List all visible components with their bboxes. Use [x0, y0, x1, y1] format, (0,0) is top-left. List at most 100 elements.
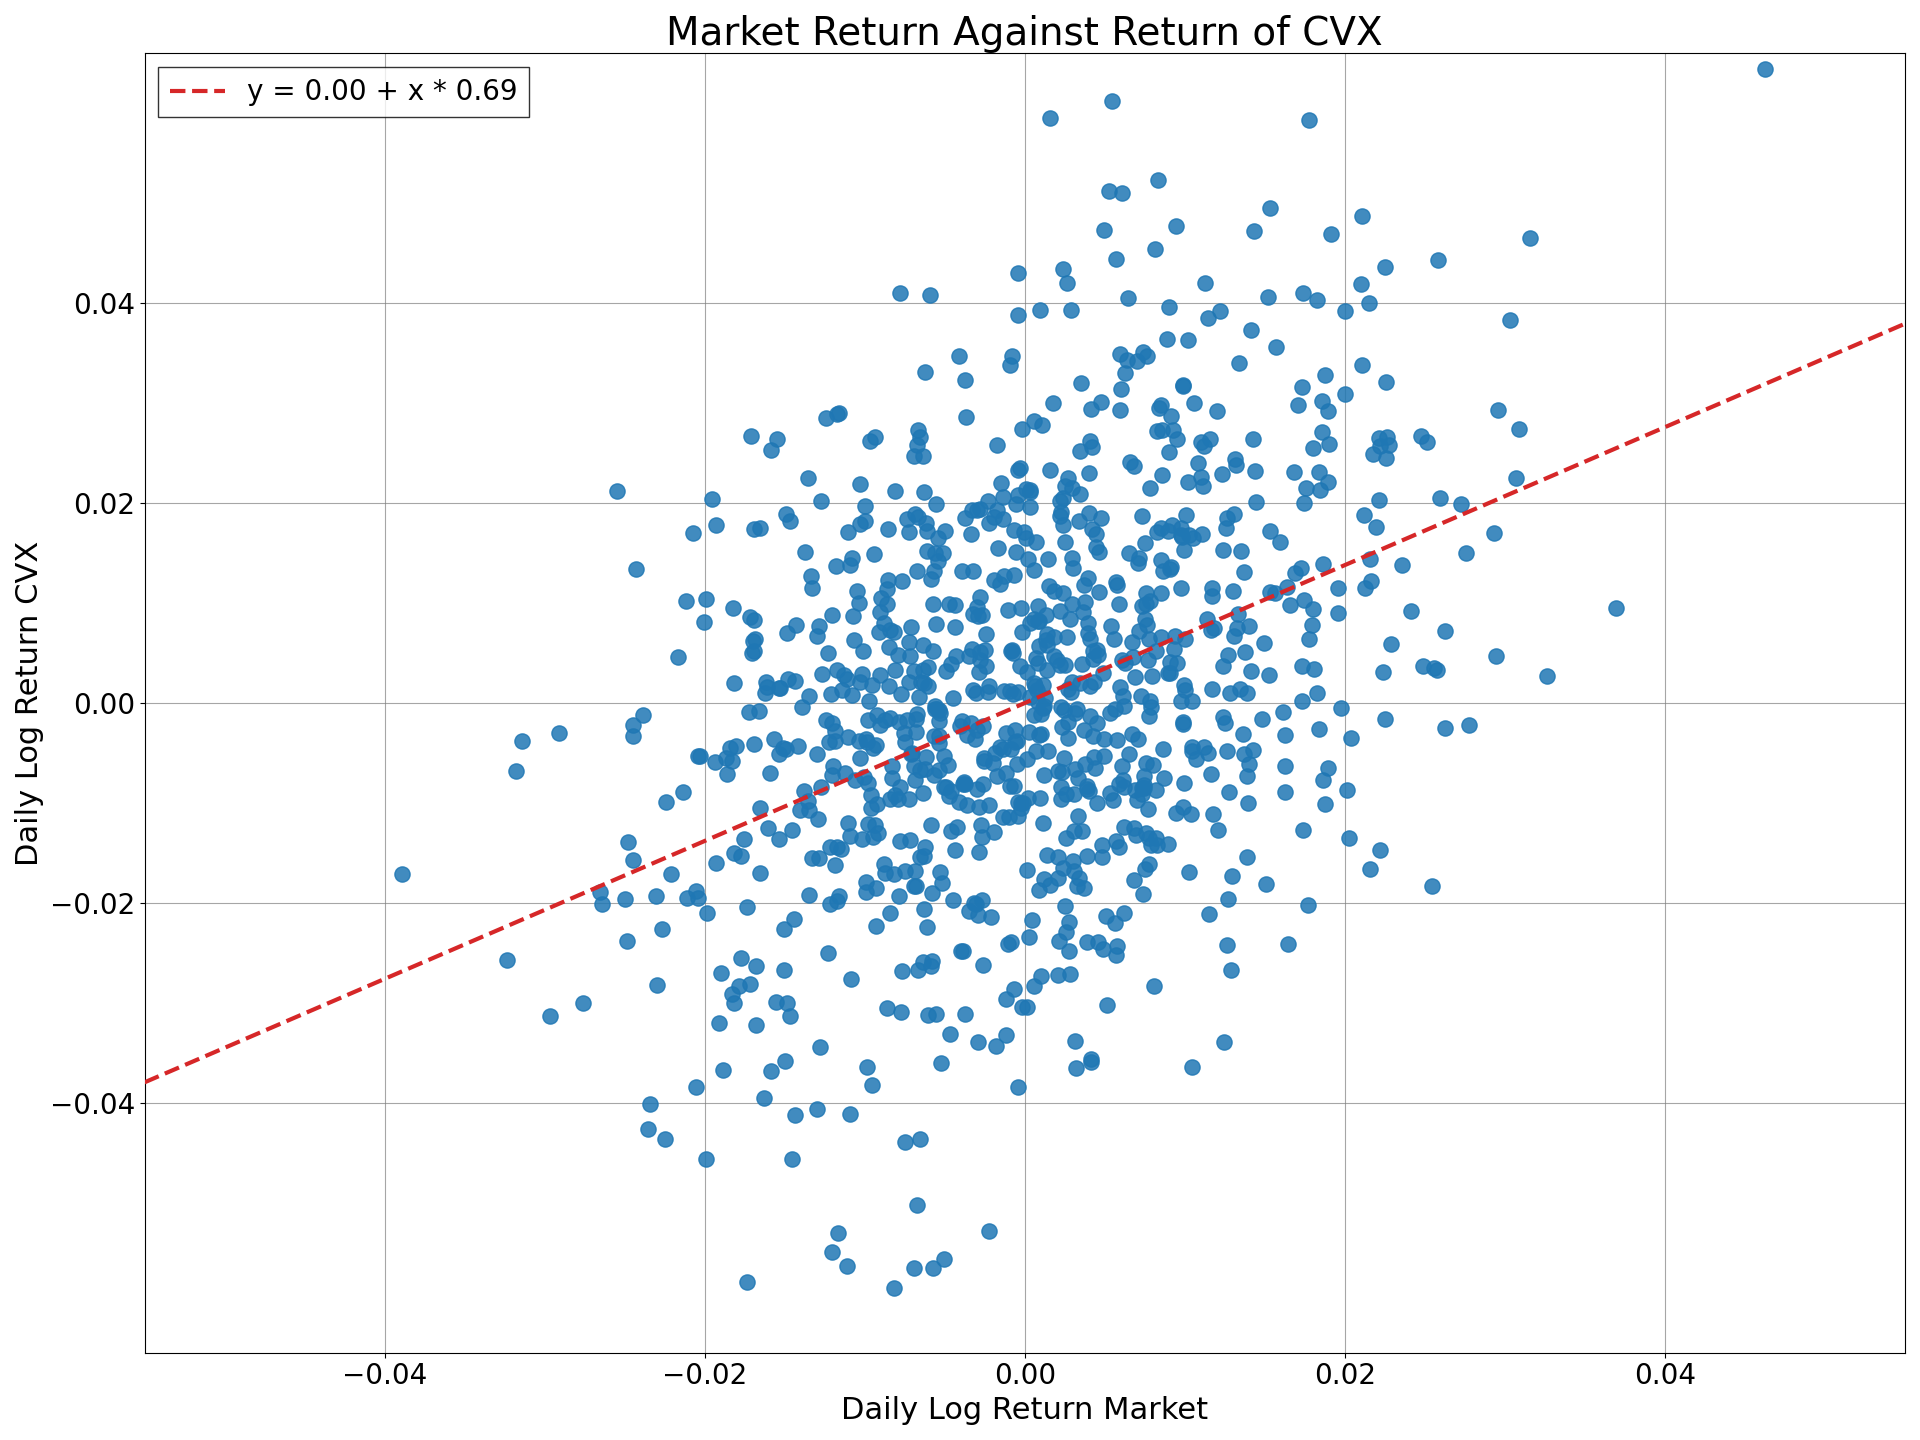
Point: [1162, 652, 1192, 675]
Point: [1419, 657, 1450, 680]
Point: [1119, 824, 1150, 847]
Point: [887, 570, 918, 593]
Point: [682, 880, 712, 903]
Point: [1371, 425, 1402, 448]
Point: [1173, 471, 1204, 494]
Point: [1202, 819, 1233, 842]
Point: [899, 876, 929, 899]
Point: [1210, 711, 1240, 734]
Point: [852, 708, 883, 732]
Point: [1062, 698, 1092, 721]
Point: [996, 639, 1027, 662]
Point: [1071, 930, 1102, 953]
Point: [1749, 58, 1780, 81]
Point: [1027, 413, 1058, 436]
Point: [887, 959, 918, 982]
Point: [634, 1093, 664, 1116]
Point: [900, 703, 931, 726]
Point: [1286, 282, 1317, 305]
Point: [950, 505, 981, 528]
Point: [743, 700, 774, 723]
Point: [1425, 487, 1455, 510]
Point: [793, 684, 824, 707]
Point: [870, 708, 900, 732]
Point: [1204, 300, 1235, 323]
Point: [841, 580, 872, 603]
Point: [758, 727, 789, 750]
Point: [1283, 395, 1313, 418]
Point: [778, 818, 808, 841]
Point: [1260, 336, 1290, 359]
Point: [996, 344, 1027, 367]
Point: [1016, 909, 1046, 932]
Point: [851, 730, 881, 753]
Point: [804, 847, 835, 870]
Point: [764, 677, 795, 700]
Point: [1027, 811, 1058, 834]
Point: [1233, 792, 1263, 815]
Point: [960, 727, 991, 750]
Point: [1004, 456, 1035, 480]
Point: [1018, 608, 1048, 631]
Point: [1430, 619, 1461, 642]
Point: [1002, 482, 1033, 505]
Point: [889, 721, 920, 744]
Point: [1100, 697, 1131, 720]
Point: [1058, 556, 1089, 579]
Point: [856, 796, 887, 819]
Point: [1104, 675, 1135, 698]
Point: [1167, 710, 1198, 733]
Point: [737, 732, 768, 755]
Point: [1146, 625, 1177, 648]
Point: [822, 1223, 852, 1246]
Point: [822, 554, 852, 577]
Point: [1235, 615, 1265, 638]
Point: [806, 775, 837, 798]
Point: [1058, 782, 1089, 805]
Point: [1194, 428, 1225, 451]
Point: [1027, 697, 1058, 720]
Point: [908, 844, 939, 867]
Point: [1087, 834, 1117, 857]
Point: [1133, 798, 1164, 821]
Point: [820, 730, 851, 753]
Point: [952, 723, 983, 746]
Point: [1313, 757, 1344, 780]
Point: [1192, 608, 1223, 631]
Point: [872, 592, 902, 615]
Point: [987, 805, 1018, 828]
Point: [998, 775, 1029, 798]
Point: [1075, 1047, 1106, 1070]
Point: [1129, 773, 1160, 796]
Point: [1181, 747, 1212, 770]
Point: [1106, 181, 1137, 204]
Point: [1050, 530, 1081, 553]
Point: [566, 992, 597, 1015]
Point: [1269, 780, 1300, 804]
Point: [1079, 746, 1110, 769]
Point: [812, 642, 843, 665]
Point: [1129, 776, 1160, 799]
Point: [1367, 661, 1398, 684]
Point: [1062, 874, 1092, 897]
Point: [785, 799, 816, 822]
Point: [739, 639, 770, 662]
Point: [1187, 475, 1217, 498]
Point: [1025, 703, 1056, 726]
Point: [1131, 752, 1162, 775]
Point: [1025, 723, 1056, 746]
Point: [776, 510, 806, 533]
Point: [1219, 503, 1250, 526]
Point: [1361, 516, 1392, 539]
Point: [1060, 1030, 1091, 1053]
Point: [745, 796, 776, 819]
Point: [1369, 255, 1400, 278]
Point: [839, 629, 870, 652]
Point: [902, 1192, 933, 1215]
Point: [1137, 664, 1167, 687]
Point: [756, 439, 787, 462]
Point: [1119, 868, 1150, 891]
Point: [1029, 867, 1060, 890]
Point: [918, 724, 948, 747]
Point: [1356, 570, 1386, 593]
